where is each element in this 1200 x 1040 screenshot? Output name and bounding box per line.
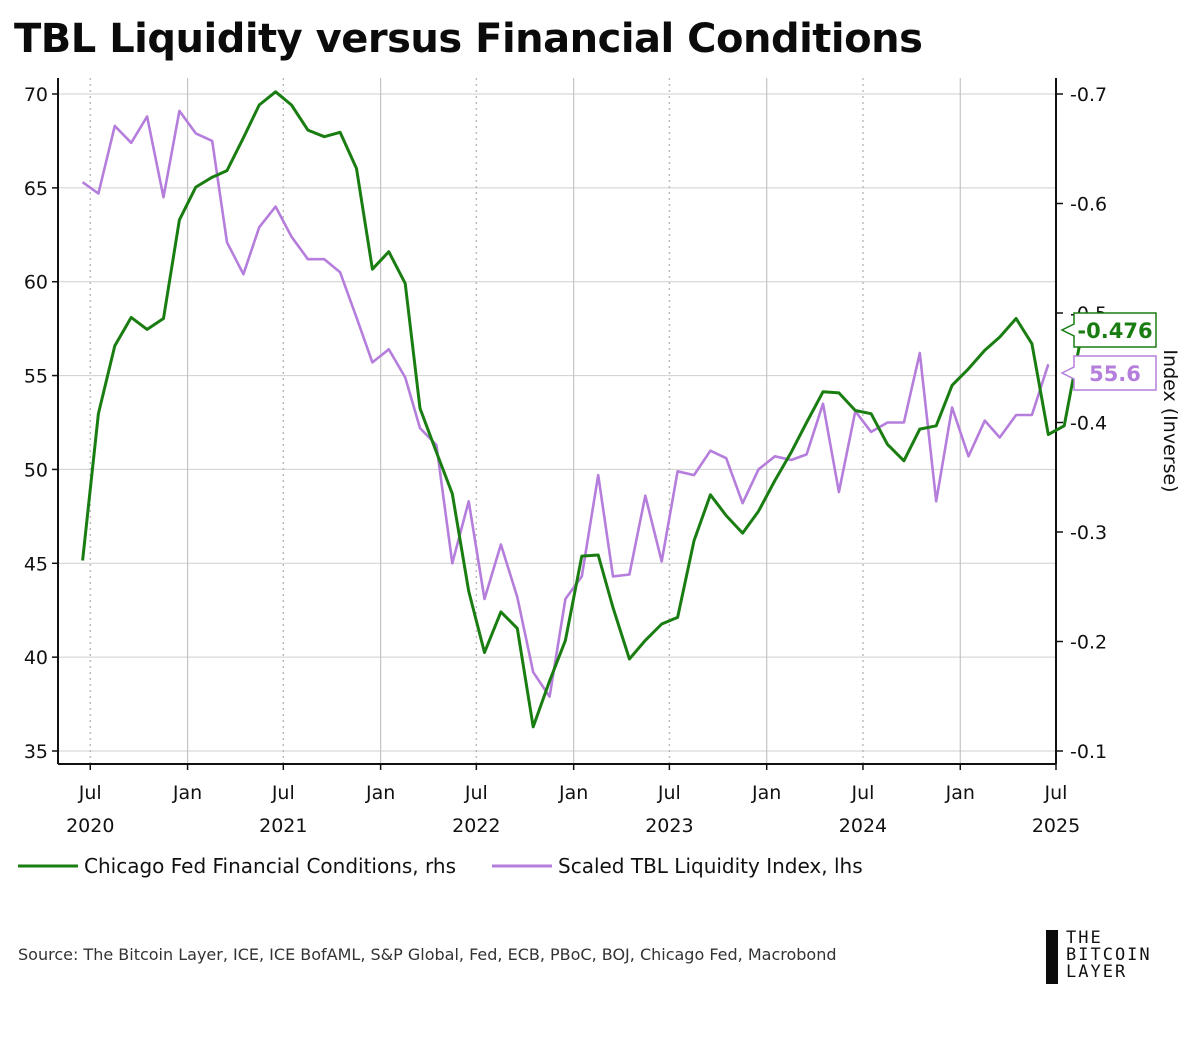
right-tick-label: -0.3 [1070, 522, 1107, 544]
badge-box [1060, 312, 1157, 348]
x-tick-year-label: 2024 [839, 815, 887, 837]
x-tick-month-label: Jan [558, 782, 588, 804]
source-note: Source: The Bitcoin Layer, ICE, ICE BofA… [18, 945, 837, 964]
right-axis-label: Index (Inverse) [1159, 349, 1181, 492]
left-tick-label: 55 [24, 366, 48, 388]
logo-line-2: BITCOIN [1066, 945, 1152, 965]
right-tick-label: -0.1 [1070, 741, 1107, 763]
badge-value: -0.476 [1077, 319, 1152, 343]
right-tick-label: -0.4 [1070, 413, 1107, 435]
badge-tbl-liquidity: 55.6 [1060, 355, 1157, 391]
x-tick-month-label: Jul [271, 782, 295, 804]
chart-title: TBL Liquidity versus Financial Condition… [14, 16, 923, 62]
right-tick-label: -0.2 [1070, 632, 1107, 654]
x-axis-ticks: Jul Jan Jul Jan Jul Jan Jul Jan Jul Jan Jul 2020 202… [66, 764, 1080, 837]
x-tick-month-label: Jan [365, 782, 395, 804]
left-tick-label: 60 [24, 272, 48, 294]
left-y-axis-ticks: 70 65 60 55 50 45 40 35 [24, 84, 58, 763]
axes [57, 78, 1057, 765]
x-tick-month-label: Jul [78, 782, 102, 804]
left-tick-label: 50 [24, 459, 48, 481]
left-tick-label: 40 [24, 647, 48, 669]
logo-bar-icon [1046, 930, 1058, 984]
x-tick-month-label: Jul [657, 782, 681, 804]
x-tick-month-label: Jan [172, 782, 202, 804]
series-line-tbl-liquidity [81, 109, 1050, 698]
legend: Chicago Fed Financial Conditions, rhs Sc… [18, 854, 863, 878]
series-lines [81, 90, 1083, 729]
badge-box [1060, 355, 1157, 391]
left-tick-label: 45 [24, 553, 48, 575]
left-tick-label: 70 [24, 84, 48, 106]
right-tick-label: -0.6 [1070, 194, 1107, 216]
x-tick-year-label: 2022 [452, 815, 500, 837]
x-tick-month-label: Jan [945, 782, 975, 804]
right-tick-label: -0.7 [1070, 84, 1107, 106]
left-tick-label: 65 [24, 178, 48, 200]
x-tick-month-label: Jul [850, 782, 874, 804]
badge-value: 55.6 [1089, 362, 1141, 386]
x-tick-year-label: 2021 [259, 815, 307, 837]
x-tick-year-label: 2020 [66, 815, 114, 837]
x-tick-year-label: 2025 [1032, 815, 1080, 837]
x-tick-month-label: Jul [1044, 782, 1068, 804]
last-value-badges: -0.476 55.6 [1060, 312, 1157, 391]
legend-label-tbl-liquidity: Scaled TBL Liquidity Index, lhs [558, 854, 863, 878]
logo-line-1: THE [1066, 928, 1103, 948]
x-tick-year-label: 2023 [645, 815, 693, 837]
the-bitcoin-layer-logo: THE BITCOIN LAYER [1046, 930, 1186, 986]
x-tick-month-label: Jan [751, 782, 781, 804]
badge-chicago-fed: -0.476 [1060, 312, 1157, 348]
x-tick-month-label: Jul [464, 782, 488, 804]
logo-line-3: LAYER [1066, 962, 1128, 982]
legend-label-chicago-fed: Chicago Fed Financial Conditions, rhs [84, 854, 456, 878]
series-line-chicago-fed [81, 90, 1083, 729]
left-tick-label: 35 [24, 741, 48, 763]
